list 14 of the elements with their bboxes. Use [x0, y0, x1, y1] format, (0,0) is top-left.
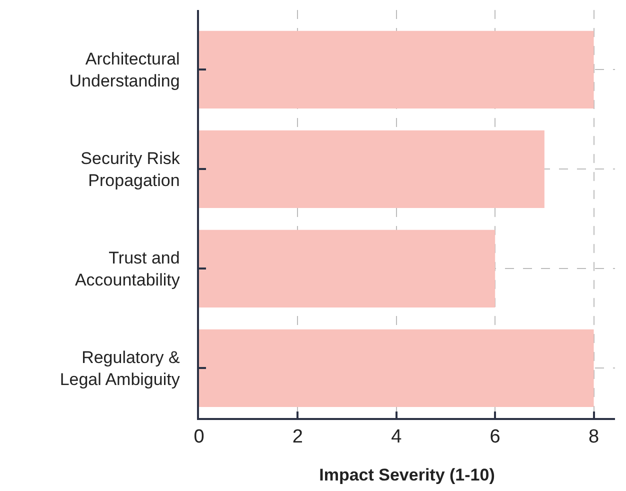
bar — [199, 130, 544, 208]
bar — [199, 329, 594, 408]
x-tick-label: 4 — [391, 426, 402, 448]
x-axis-title: Impact Severity (1-10) — [319, 465, 495, 484]
x-tick-label: 2 — [292, 426, 303, 448]
x-tick-label: 0 — [194, 426, 204, 448]
x-tick-label: 6 — [490, 426, 500, 448]
y-tick-label: Trust and Accountability — [74, 248, 180, 290]
x-tick-label: 8 — [588, 426, 600, 448]
bar — [199, 230, 496, 308]
y-tick-label: Security Risk Propagation — [80, 149, 180, 190]
bar — [199, 30, 594, 109]
y-tick-label: Regulatory & Legal Ambiguity — [60, 348, 181, 390]
y-tick-label: Architectural Understanding — [69, 50, 180, 91]
